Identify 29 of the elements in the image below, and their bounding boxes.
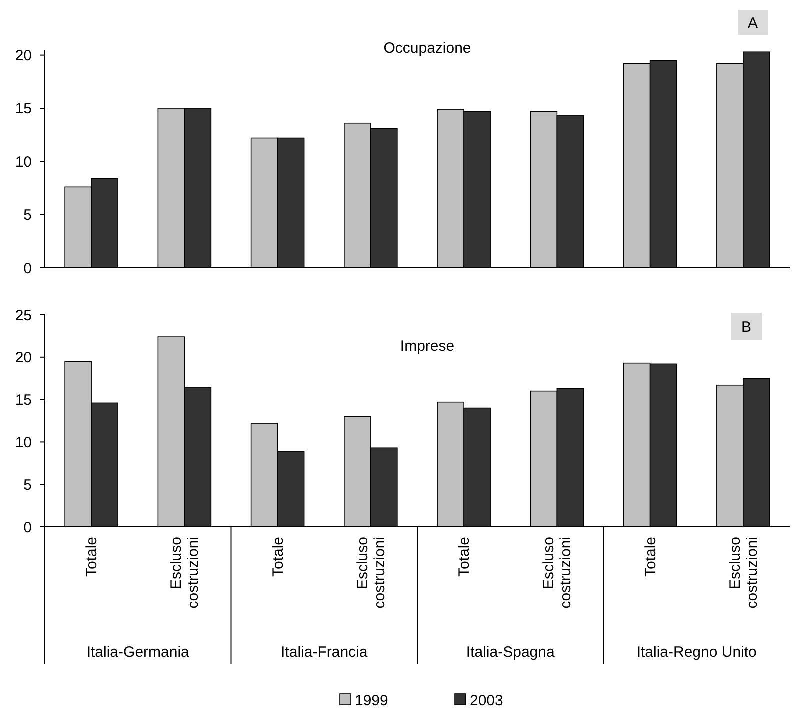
- y-tick-label: 20: [15, 350, 32, 367]
- y-tick-label: 20: [15, 48, 32, 65]
- x-tick-label: Totale: [270, 537, 287, 578]
- x-tick-label: Escluso costruzioni: [540, 537, 575, 609]
- text: Italia-Germania: [86, 644, 190, 661]
- x-tick-label: Escluso costruzioni: [168, 537, 202, 609]
- y-tick-label: 0: [24, 260, 32, 278]
- x-tick-label: Totale: [642, 537, 660, 578]
- y-tick-label: 25: [15, 307, 32, 324]
- y-tick-label: 0: [24, 519, 32, 536]
- annotation: B: [741, 318, 752, 336]
- y-tick-label: 10: [15, 154, 32, 171]
- text: Italia-Regno Unito: [636, 644, 757, 661]
- y-tick-label: 5: [24, 207, 32, 224]
- x-tick-label: Escluso costruzioni: [726, 537, 761, 609]
- text: A: [748, 14, 758, 32]
- y-tick-label: 15: [15, 392, 32, 410]
- x-tick-label: Escluso costruzioni: [354, 537, 388, 609]
- y-tick-label: 15: [15, 100, 32, 118]
- text: Italia-Spagna: [466, 644, 556, 661]
- chart-title: Occupazione: [384, 40, 472, 57]
- x-tick-label: Totale: [456, 537, 474, 578]
- y-tick-label: 5: [24, 476, 32, 494]
- text: Italia-Francia: [281, 644, 368, 661]
- y-tick-label: 10: [15, 434, 32, 452]
- x-tick-label: Totale: [84, 537, 101, 578]
- text: Imprese: [400, 338, 455, 355]
- legend-label: 2003: [470, 692, 504, 710]
- legend-label: 1999: [355, 692, 388, 710]
